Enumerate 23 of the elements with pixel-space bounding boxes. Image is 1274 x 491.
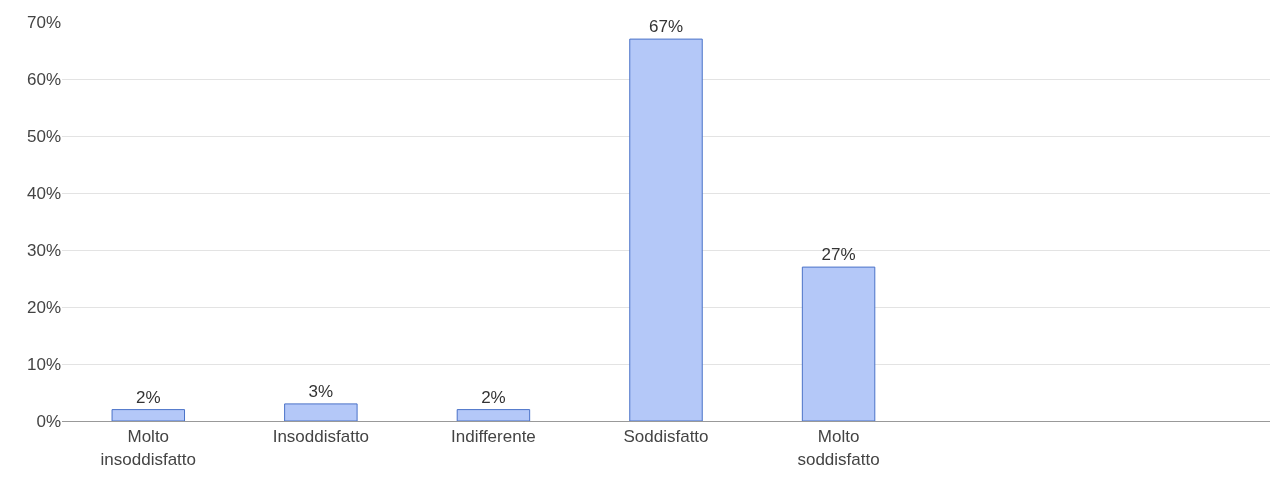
y-tick-label: 50% [26,126,61,146]
data-label: 67% [648,17,684,37]
x-tick-label: Molto soddisfatto [797,427,880,469]
x-tick-label: Insoddisfatto [272,427,370,447]
data-label: 2% [136,387,161,407]
y-tick-label: 10% [26,354,61,374]
x-tick-label: Molto insoddisfatto [100,427,197,469]
data-label: 3% [308,381,334,401]
bar [456,409,531,421]
data-label: 2% [481,387,506,407]
x-tick-label: Indifferente [451,427,536,447]
bar [111,409,186,421]
bar [284,403,358,421]
data-label: 27% [821,245,856,265]
bar [629,38,703,421]
y-tick-label: 0% [36,411,61,431]
bar [801,266,876,421]
y-tick-label: 60% [26,69,61,89]
y-tick-label: 20% [26,297,61,317]
y-tick-label: 70% [26,12,61,32]
y-tick-label: 40% [26,183,61,203]
x-tick-label: Soddisfatto [623,427,709,447]
y-tick-label: 30% [26,240,61,260]
